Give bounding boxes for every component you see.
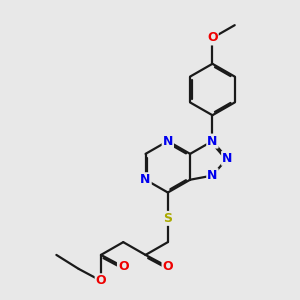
- Text: N: N: [163, 135, 173, 148]
- Text: O: O: [207, 32, 218, 44]
- Text: O: O: [163, 260, 173, 273]
- Text: N: N: [207, 169, 218, 182]
- Text: O: O: [118, 260, 129, 273]
- Text: N: N: [207, 135, 218, 148]
- Text: S: S: [163, 212, 172, 225]
- Text: N: N: [222, 152, 232, 165]
- Text: O: O: [96, 274, 106, 287]
- Text: N: N: [140, 173, 151, 186]
